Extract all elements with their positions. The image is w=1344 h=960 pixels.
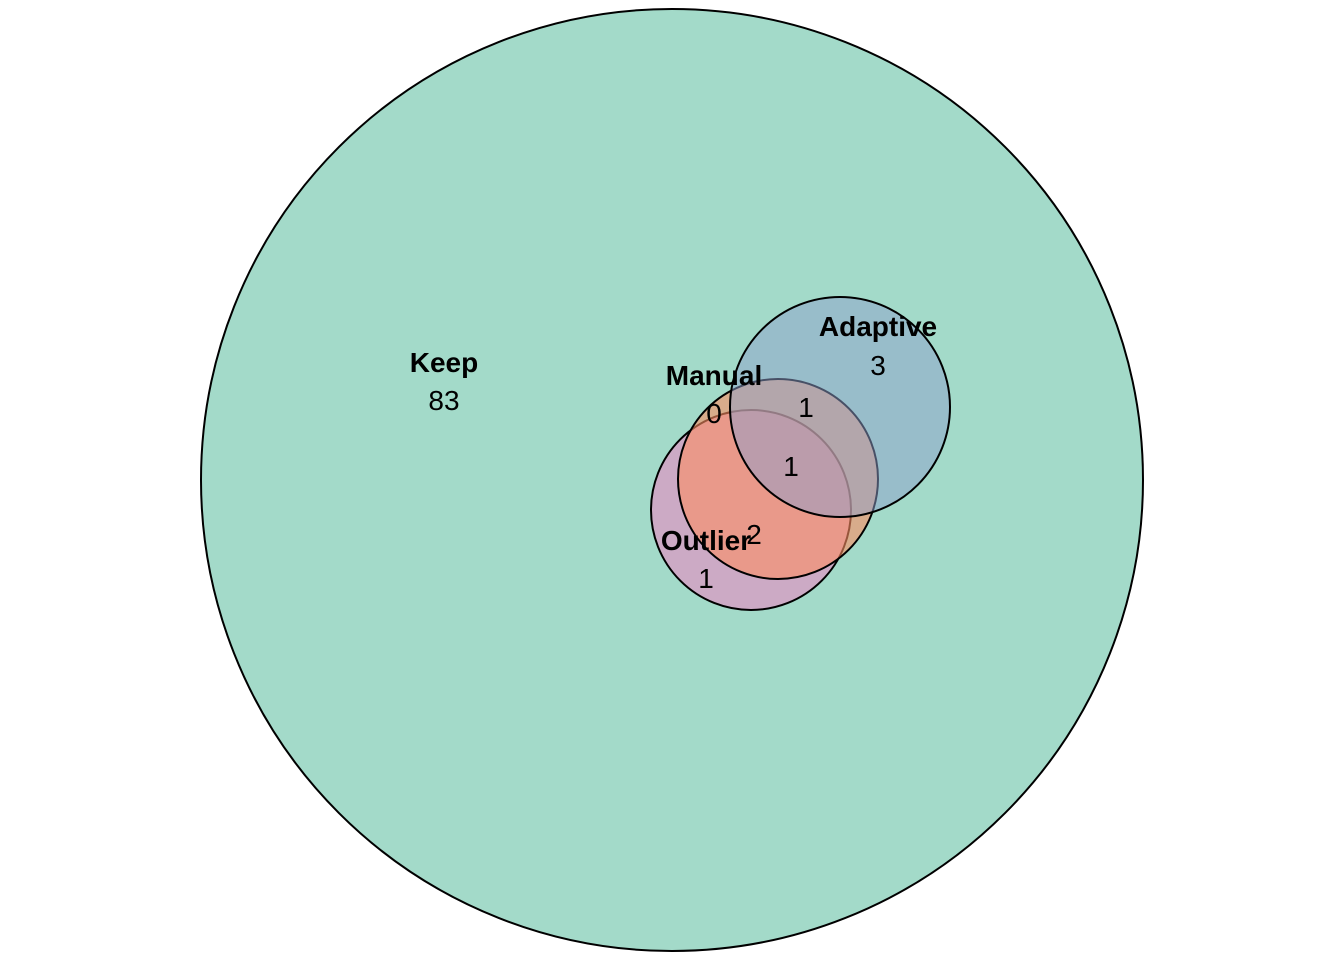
set-label-manual: Manual bbox=[666, 360, 762, 391]
set-label-keep: Keep bbox=[410, 347, 478, 378]
count-outlier-only: 1 bbox=[698, 563, 714, 594]
set-circle-adaptive bbox=[729, 296, 951, 518]
count-manual-outlier: 2 bbox=[746, 519, 762, 550]
set-label-adaptive: Adaptive bbox=[819, 311, 937, 342]
count-manual-only: 0 bbox=[706, 398, 722, 429]
count-keep-only: 83 bbox=[428, 385, 459, 416]
count-manual-adaptive-outlier: 1 bbox=[783, 451, 799, 482]
count-manual-adaptive: 1 bbox=[798, 392, 814, 423]
set-label-outlier: Outlier bbox=[661, 525, 751, 556]
count-adaptive-only: 3 bbox=[870, 350, 886, 381]
